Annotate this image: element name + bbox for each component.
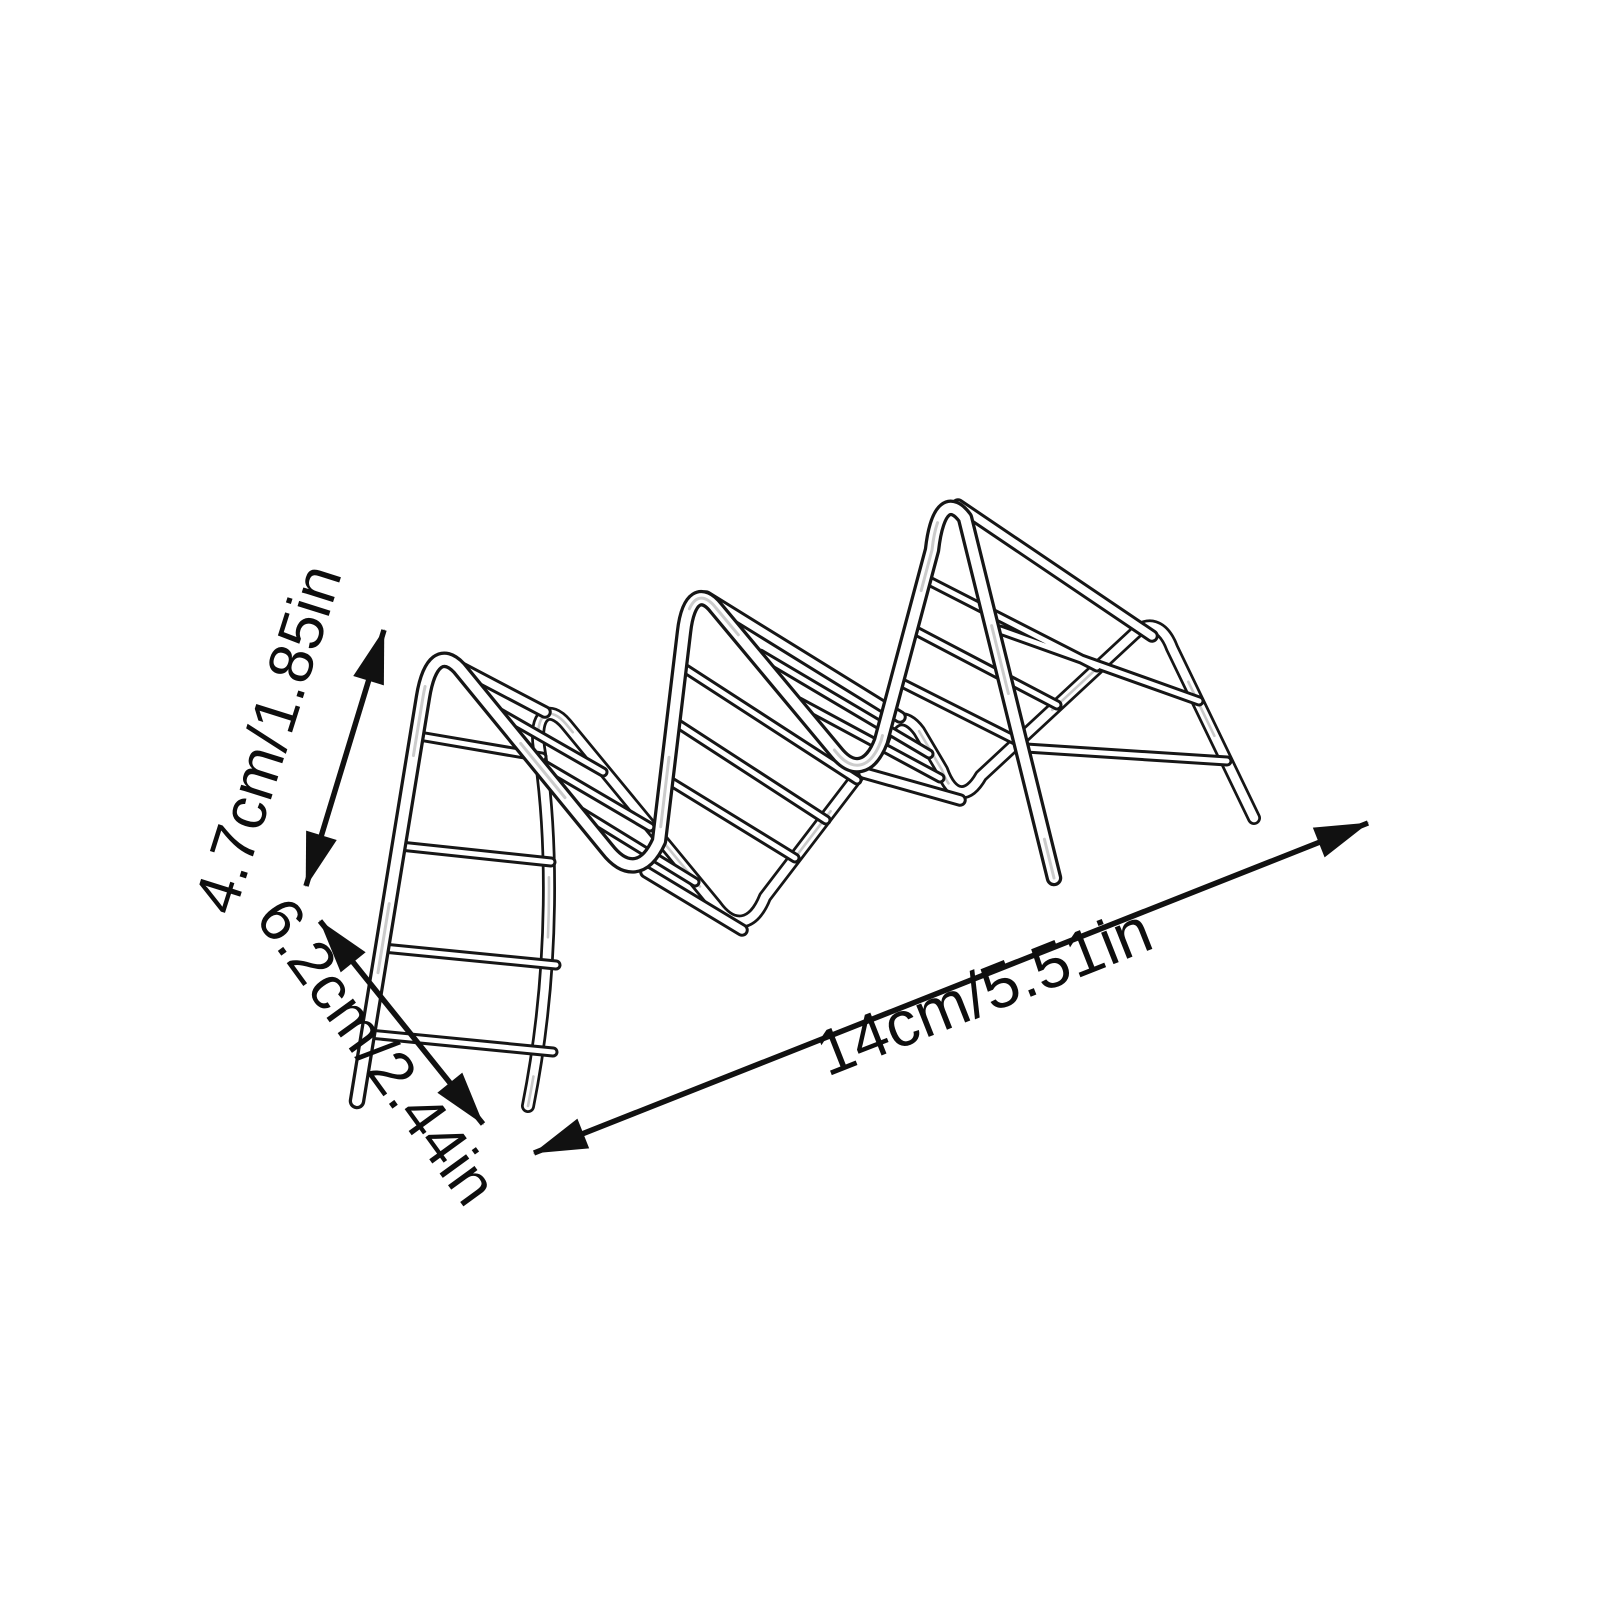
- height-dimension-arrow: [303, 629, 387, 887]
- length-dimension-arrow: [532, 820, 1370, 1156]
- length-dimension-label: 14cm/5.51in: [806, 893, 1162, 1090]
- depth-dimension-arrow: [317, 919, 486, 1126]
- height-dimension-label: 4.7cm/1.85in: [181, 556, 355, 921]
- taco-rack-illustration: [357, 505, 1254, 1106]
